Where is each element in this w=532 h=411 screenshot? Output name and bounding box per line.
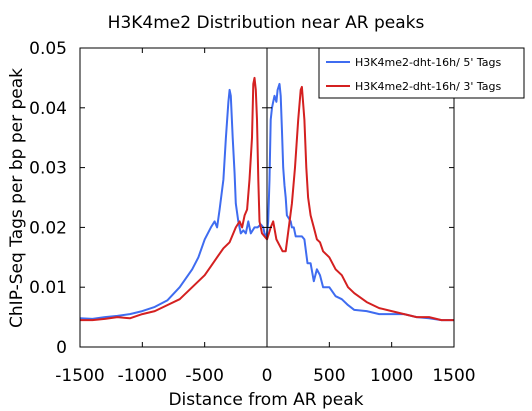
y-tick-label: 0.02: [29, 218, 67, 238]
x-tick-label: -1000: [118, 366, 167, 386]
x-tick-label: 0: [262, 366, 273, 386]
legend: H3K4me2-dht-16h/ 5' Tags H3K4me2-dht-16h…: [318, 47, 525, 99]
x-tick-label: -500: [185, 366, 224, 386]
ticks-layer: -1500 -1000 -500 0 500 1000 1500 0 0.01 0.02 0.03 0…: [29, 39, 475, 386]
y-tick-label: 0.03: [29, 159, 67, 179]
y-tick-label: 0.04: [29, 99, 67, 119]
series-layer: [79, 76, 454, 322]
legend-label-3prime: H3K4me2-dht-16h/ 3' Tags: [355, 80, 501, 93]
y-axis-label: ChIP-Seq Tags per bp per peak: [7, 68, 27, 328]
y-tick-label: 0.01: [29, 278, 67, 298]
x-tick-label: 1000: [370, 366, 413, 386]
x-tick-label: -1500: [55, 366, 104, 386]
y-tick-label: 0.05: [29, 39, 67, 59]
legend-label-5prime: H3K4me2-dht-16h/ 5' Tags: [355, 56, 501, 69]
chart-title: H3K4me2 Distribution near AR peaks: [108, 13, 425, 33]
x-axis-label: Distance from AR peak: [168, 390, 363, 410]
series-line-1: [80, 76, 454, 322]
series-line-0: [79, 82, 454, 322]
x-tick-label: 500: [313, 366, 345, 386]
y-tick-label: 0: [56, 338, 67, 358]
legend-box: [318, 47, 525, 99]
x-tick-label: 1500: [432, 366, 475, 386]
